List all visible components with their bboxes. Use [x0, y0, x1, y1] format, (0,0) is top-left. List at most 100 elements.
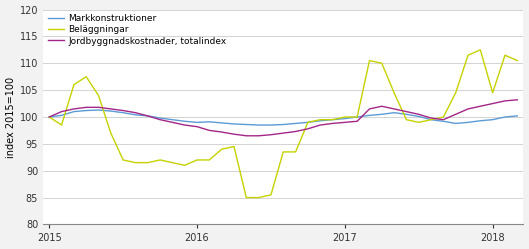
Markkonstruktioner — [268, 124, 274, 126]
Beläggningar — [280, 150, 286, 153]
Markkonstruktioner — [71, 110, 77, 113]
Beläggningar — [477, 48, 484, 51]
Beläggningar — [95, 94, 102, 97]
Jordbyggnadskostnader, totalindex — [46, 116, 52, 119]
Markkonstruktioner — [366, 114, 372, 117]
Jordbyggnadskostnader, totalindex — [169, 121, 176, 124]
Markkonstruktioner — [354, 116, 360, 119]
Jordbyggnadskostnader, totalindex — [120, 109, 126, 112]
Y-axis label: index 2015=100: index 2015=100 — [6, 76, 15, 158]
Beläggningar — [293, 150, 299, 153]
Jordbyggnadskostnader, totalindex — [108, 107, 114, 110]
Jordbyggnadskostnader, totalindex — [366, 107, 372, 110]
Markkonstruktioner — [305, 121, 311, 124]
Jordbyggnadskostnader, totalindex — [305, 127, 311, 130]
Jordbyggnadskostnader, totalindex — [71, 107, 77, 110]
Beläggningar — [181, 164, 188, 167]
Beläggningar — [330, 118, 336, 121]
Jordbyggnadskostnader, totalindex — [58, 110, 65, 113]
Markkonstruktioner — [95, 109, 102, 112]
Jordbyggnadskostnader, totalindex — [157, 118, 163, 121]
Beläggningar — [416, 121, 422, 124]
Jordbyggnadskostnader, totalindex — [502, 99, 508, 102]
Beläggningar — [71, 83, 77, 86]
Jordbyggnadskostnader, totalindex — [293, 130, 299, 133]
Jordbyggnadskostnader, totalindex — [243, 134, 250, 137]
Jordbyggnadskostnader, totalindex — [428, 117, 434, 120]
Markkonstruktioner — [206, 120, 213, 123]
Markkonstruktioner — [132, 113, 139, 116]
Markkonstruktioner — [280, 123, 286, 126]
Markkonstruktioner — [194, 121, 200, 124]
Beläggningar — [120, 158, 126, 161]
Beläggningar — [317, 118, 323, 121]
Beläggningar — [268, 193, 274, 196]
Markkonstruktioner — [243, 123, 250, 126]
Markkonstruktioner — [440, 120, 446, 123]
Beläggningar — [379, 62, 385, 65]
Markkonstruktioner — [231, 123, 237, 125]
Line: Markkonstruktioner: Markkonstruktioner — [49, 110, 517, 125]
Beläggningar — [46, 116, 52, 119]
Jordbyggnadskostnader, totalindex — [132, 111, 139, 114]
Markkonstruktioner — [317, 119, 323, 122]
Beläggningar — [354, 116, 360, 119]
Beläggningar — [502, 54, 508, 57]
Jordbyggnadskostnader, totalindex — [95, 106, 102, 109]
Beläggningar — [243, 196, 250, 199]
Markkonstruktioner — [157, 117, 163, 120]
Jordbyggnadskostnader, totalindex — [465, 107, 471, 110]
Jordbyggnadskostnader, totalindex — [256, 134, 262, 137]
Markkonstruktioner — [181, 120, 188, 123]
Beläggningar — [465, 54, 471, 57]
Beläggningar — [231, 145, 237, 148]
Jordbyggnadskostnader, totalindex — [83, 106, 89, 109]
Jordbyggnadskostnader, totalindex — [218, 130, 225, 133]
Markkonstruktioner — [144, 115, 151, 118]
Jordbyggnadskostnader, totalindex — [330, 122, 336, 125]
Jordbyggnadskostnader, totalindex — [489, 102, 496, 105]
Jordbyggnadskostnader, totalindex — [391, 107, 397, 110]
Jordbyggnadskostnader, totalindex — [280, 132, 286, 135]
Beläggningar — [514, 59, 521, 62]
Jordbyggnadskostnader, totalindex — [452, 113, 459, 116]
Beläggningar — [428, 118, 434, 121]
Markkonstruktioner — [514, 115, 521, 118]
Jordbyggnadskostnader, totalindex — [194, 125, 200, 128]
Beläggningar — [108, 132, 114, 135]
Markkonstruktioner — [256, 124, 262, 126]
Markkonstruktioner — [416, 115, 422, 118]
Beläggningar — [391, 91, 397, 94]
Markkonstruktioner — [108, 110, 114, 113]
Jordbyggnadskostnader, totalindex — [440, 118, 446, 121]
Markkonstruktioner — [428, 118, 434, 121]
Markkonstruktioner — [379, 113, 385, 116]
Markkonstruktioner — [46, 116, 52, 119]
Jordbyggnadskostnader, totalindex — [206, 129, 213, 132]
Markkonstruktioner — [120, 111, 126, 114]
Line: Jordbyggnadskostnader, totalindex: Jordbyggnadskostnader, totalindex — [49, 100, 517, 136]
Beläggningar — [83, 75, 89, 78]
Jordbyggnadskostnader, totalindex — [317, 124, 323, 126]
Jordbyggnadskostnader, totalindex — [268, 133, 274, 136]
Beläggningar — [440, 116, 446, 119]
Markkonstruktioner — [391, 111, 397, 114]
Jordbyggnadskostnader, totalindex — [181, 124, 188, 126]
Line: Beläggningar: Beläggningar — [49, 50, 517, 197]
Jordbyggnadskostnader, totalindex — [342, 121, 348, 124]
Beläggningar — [256, 196, 262, 199]
Jordbyggnadskostnader, totalindex — [379, 105, 385, 108]
Jordbyggnadskostnader, totalindex — [403, 110, 409, 113]
Beläggningar — [206, 158, 213, 161]
Beläggningar — [157, 158, 163, 161]
Markkonstruktioner — [293, 122, 299, 125]
Beläggningar — [366, 59, 372, 62]
Beläggningar — [305, 121, 311, 124]
Markkonstruktioner — [403, 113, 409, 116]
Jordbyggnadskostnader, totalindex — [231, 133, 237, 136]
Markkonstruktioner — [83, 109, 89, 112]
Markkonstruktioner — [169, 118, 176, 121]
Beläggningar — [218, 148, 225, 151]
Jordbyggnadskostnader, totalindex — [354, 120, 360, 123]
Jordbyggnadskostnader, totalindex — [514, 98, 521, 101]
